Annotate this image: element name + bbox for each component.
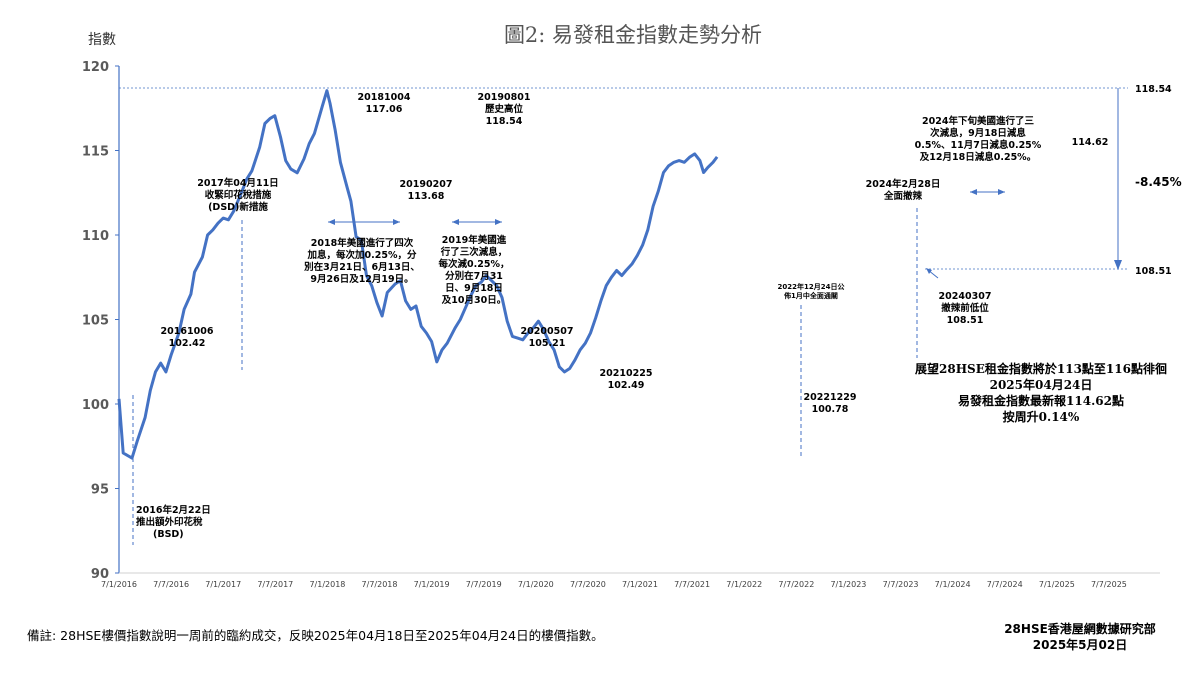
chart-title: 圖2: 易發租金指數走勢分析 — [504, 23, 762, 47]
p-2024-value: 108.51 — [947, 315, 984, 326]
outlook-line-2: 2025年04月24日 — [990, 377, 1093, 392]
pct-change-label: -8.45% — [1135, 175, 1182, 189]
cut-2024-line-2: 次減息，9月18日減息 — [930, 127, 1026, 139]
hike-2018-line-3: 別在3月21日、6月13日、 — [303, 261, 420, 273]
cut-2019-line-2: 行了三次減息， — [440, 246, 508, 258]
footer-org: 28HSE香港屋網數據研究部 — [1004, 621, 1156, 636]
cut-2019-line-3: 每次減0.25%， — [439, 258, 510, 270]
x-tick-label: 7/1/2016 — [101, 580, 137, 589]
series-line-rent-index — [117, 89, 719, 460]
p-2020-date: 20200507 — [521, 326, 574, 337]
ref-high-label: 118.54 — [1135, 84, 1172, 95]
cut-2019-line-4: 分別在7月31 — [445, 270, 503, 282]
p-2021-date: 20210225 — [600, 368, 653, 379]
reopen-2022-line-2: 佈1月中全面通關 — [783, 291, 838, 300]
y-tick-label: 120 — [82, 60, 109, 75]
y-axis: 90 95 100 105 110 115 120 — [82, 60, 120, 582]
x-tick-label: 7/1/2018 — [309, 580, 345, 589]
low-2024-arrow — [926, 268, 939, 279]
y-tick-label: 110 — [82, 229, 109, 244]
peak-value: 118.54 — [486, 116, 523, 127]
drop-arrow-head — [1114, 260, 1122, 270]
p-2021-value: 102.49 — [608, 380, 645, 391]
p-2018-date: 20181004 — [358, 92, 411, 103]
x-tick-label: 7/7/2022 — [778, 580, 814, 589]
bsd-date: 2016年2月22日 — [136, 504, 211, 516]
x-axis: 7/1/2016 7/7/2016 7/1/2017 7/7/2017 7/1/2018… — [101, 572, 1160, 589]
cut-2019-line-6: 及10月30日。 — [442, 295, 506, 306]
p-2018-value: 117.06 — [366, 104, 403, 115]
annotations: 2016年2月22日 推出額外印花稅 (BSD) 20161006 102.42… — [136, 92, 1108, 540]
x-tick-label: 7/1/2017 — [205, 580, 241, 589]
x-tick-label: 7/1/2020 — [518, 580, 554, 589]
x-tick-label: 7/1/2021 — [622, 580, 658, 589]
relax-2024-line-2: 全面撤辣 — [883, 190, 923, 202]
x-tick-label: 7/7/2024 — [987, 580, 1023, 589]
x-tick-label: 7/7/2016 — [153, 580, 189, 589]
relax-2024-line-1: 2024年2月28日 — [866, 178, 941, 190]
p-2024-date: 20240307 — [939, 291, 992, 302]
y-axis-label: 指數 — [88, 32, 116, 48]
footer-date: 2025年5月02日 — [1033, 637, 1127, 652]
p-2024-label: 撤辣前低位 — [941, 302, 989, 314]
x-tick-label: 7/7/2018 — [362, 580, 398, 589]
outlook-line-1: 展望28HSE租金指數將於113點至116點徘徊 — [915, 361, 1167, 376]
hike-2018-arrow — [328, 219, 400, 225]
p-2022-value: 100.78 — [812, 404, 849, 415]
reopen-2022-line-1: 2022年12月24日公 — [778, 282, 845, 291]
outlook-box: 展望28HSE租金指數將於113點至116點徘徊 2025年04月24日 易發租… — [915, 361, 1167, 424]
p-2020-value: 105.21 — [529, 338, 566, 349]
hike-2018-line-4: 9月26日及12月19日。 — [310, 274, 413, 285]
dsd-text-2: (DSD)新措施 — [208, 201, 268, 213]
cut-2024-line-3: 0.5%、11月7日減息0.25% — [915, 139, 1042, 151]
ref-low-label: 108.51 — [1135, 266, 1172, 277]
p-2019a-date: 20190207 — [400, 179, 453, 190]
peak-date: 20190801 — [478, 92, 531, 103]
peak-label: 歷史高位 — [485, 103, 524, 115]
x-tick-label: 7/7/2021 — [674, 580, 710, 589]
dsd-text-1: 收緊印花稅措施 — [205, 189, 272, 201]
y-tick-label: 105 — [82, 314, 109, 329]
p-2022-date: 20221229 — [804, 392, 857, 403]
cut-2019-line-1: 2019年美國進 — [442, 234, 507, 246]
x-tick-label: 7/7/2025 — [1091, 580, 1127, 589]
latest-value-label: 114.62 — [1072, 137, 1109, 148]
y-tick-label: 115 — [82, 145, 109, 160]
y-tick-label: 90 — [91, 567, 109, 582]
outlook-line-3: 易發租金指數最新報114.62點 — [958, 393, 1124, 408]
footer-note: 備註: 28HSE樓價指數說明一周前的臨約成交，反映2025年04月18日至20… — [27, 628, 604, 643]
x-tick-label: 7/7/2019 — [466, 580, 502, 589]
y-tick-label: 100 — [82, 398, 109, 413]
cut-2024-arrow — [970, 189, 1005, 195]
x-tick-label: 7/1/2022 — [726, 580, 762, 589]
outlook-line-4: 按周升0.14% — [1003, 409, 1080, 424]
x-tick-label: 7/1/2025 — [1039, 580, 1075, 589]
hike-2018-line-1: 2018年美國進行了四次 — [311, 237, 414, 249]
x-tick-label: 7/1/2023 — [830, 580, 866, 589]
p-2019a-value: 113.68 — [408, 191, 445, 202]
x-tick-label: 7/1/2024 — [935, 580, 971, 589]
x-tick-label: 7/7/2017 — [257, 580, 293, 589]
cut-2019-line-5: 日、9月18日 — [445, 283, 503, 294]
cut-2019-arrow — [452, 219, 502, 225]
p-2016-value: 102.42 — [169, 338, 206, 349]
hike-2018-line-2: 加息，每次加0.25%，分 — [307, 249, 417, 261]
x-tick-label: 7/7/2023 — [883, 580, 919, 589]
x-tick-label: 7/7/2020 — [570, 580, 606, 589]
dsd-date: 2017年04月11日 — [197, 177, 278, 189]
cut-2024-line-1: 2024年下旬美國進行了三 — [922, 115, 1034, 127]
bsd-abbr: (BSD) — [153, 529, 184, 540]
bsd-text: 推出額外印花稅 — [136, 516, 203, 528]
p-2016-date: 20161006 — [161, 326, 214, 337]
y-tick-label: 95 — [91, 483, 109, 498]
x-tick-label: 7/1/2019 — [414, 580, 450, 589]
cut-2024-line-4: 及12月18日減息0.25%。 — [920, 151, 1036, 163]
